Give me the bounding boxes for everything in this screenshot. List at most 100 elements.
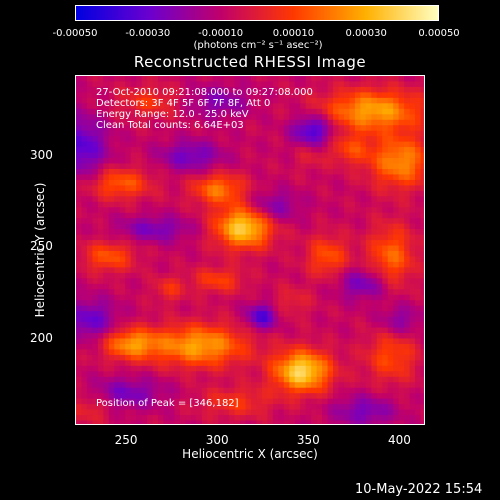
- heatmap-cell: [251, 245, 258, 252]
- heatmap-cell: [256, 272, 263, 279]
- heatmap-cell: [294, 218, 301, 225]
- heatmap-cell: [163, 168, 170, 176]
- heatmap-cell: [218, 97, 225, 104]
- heatmap-cell: [130, 371, 137, 378]
- heatmap-cell: [251, 136, 258, 143]
- heatmap-cell: [207, 201, 214, 208]
- heatmap-cell: [300, 92, 307, 99]
- heatmap-cell: [415, 218, 422, 225]
- heatmap-cell: [311, 179, 318, 186]
- heatmap-cell: [294, 365, 301, 372]
- heatmap-cell: [256, 81, 263, 88]
- heatmap-cell: [333, 212, 340, 219]
- heatmap-cell: [218, 108, 225, 115]
- heatmap-cell: [300, 218, 307, 225]
- heatmap-cell: [387, 136, 394, 143]
- heatmap-cell: [86, 294, 94, 301]
- heatmap-cell: [207, 327, 214, 334]
- heatmap-cell: [108, 174, 115, 181]
- heatmap-cell: [97, 387, 104, 394]
- heatmap-cell: [322, 119, 329, 126]
- heatmap-cell: [97, 229, 104, 236]
- heatmap-cell: [158, 420, 165, 424]
- heatmap-cell: [354, 415, 361, 422]
- heatmap-cell: [119, 190, 126, 197]
- heatmap-cell: [322, 103, 329, 110]
- heatmap-cell: [190, 114, 197, 121]
- heatmap-cell: [97, 272, 104, 279]
- heatmap-cell: [81, 360, 88, 367]
- heatmap-cell: [81, 92, 88, 99]
- heatmap-cell: [278, 125, 285, 132]
- heatmap-cell: [190, 81, 197, 88]
- heatmap-cell: [311, 103, 318, 110]
- heatmap-cell: [245, 81, 252, 88]
- heatmap-cell: [409, 404, 416, 411]
- heatmap-cell: [283, 300, 290, 307]
- heatmap-cell: [163, 267, 170, 274]
- heatmap-cell: [103, 190, 110, 197]
- heatmap-cell: [267, 81, 274, 88]
- heatmap-cell: [261, 152, 269, 159]
- heatmap-cell: [272, 125, 279, 132]
- heatmap-cell: [322, 190, 329, 197]
- heatmap-cell: [218, 240, 225, 247]
- heatmap-cell: [382, 322, 389, 329]
- heatmap-cell: [136, 108, 143, 115]
- heatmap-cell: [152, 387, 159, 394]
- heatmap-cell: [322, 174, 329, 181]
- heatmap-cell: [185, 245, 192, 252]
- heatmap-cell: [76, 86, 83, 94]
- heatmap-cell: [190, 256, 197, 263]
- heatmap-cell: [212, 343, 219, 351]
- heatmap-cell: [218, 136, 225, 143]
- heatmap-cell: [190, 103, 197, 110]
- heatmap-cell: [360, 283, 367, 290]
- heatmap-cell: [229, 294, 236, 301]
- heatmap-cell: [387, 311, 394, 318]
- heatmap-cell: [376, 76, 383, 83]
- heatmap-cell: [305, 267, 312, 274]
- heatmap-cell: [415, 130, 422, 137]
- heatmap-cell: [371, 283, 378, 290]
- heatmap-cell: [415, 300, 422, 307]
- heatmap-cell: [354, 201, 361, 208]
- heatmap-cell: [404, 201, 411, 208]
- heatmap-cell: [305, 415, 312, 422]
- heatmap-cell: [201, 174, 208, 181]
- heatmap-cell: [92, 190, 99, 197]
- heatmap-cell: [415, 212, 422, 219]
- heatmap-cell: [283, 272, 290, 279]
- heatmap-cell: [415, 382, 422, 389]
- heatmap-cell: [415, 136, 422, 143]
- heatmap-cell: [365, 207, 372, 214]
- heatmap-cell: [168, 382, 176, 389]
- heatmap-cell: [387, 251, 394, 258]
- heatmap-cell: [393, 223, 400, 230]
- heatmap-cell: [158, 212, 165, 219]
- heatmap-cell: [415, 398, 422, 405]
- heatmap-cell: [97, 163, 104, 170]
- heatmap-cell: [382, 354, 389, 361]
- heatmap-cell: [97, 125, 104, 132]
- heatmap-cell: [185, 415, 192, 422]
- heatmap-cell: [305, 387, 312, 394]
- heatmap-cell: [338, 179, 345, 186]
- heatmap-cell: [371, 338, 378, 345]
- heatmap-cell: [207, 147, 214, 154]
- heatmap-cell: [76, 393, 83, 400]
- heatmap-cell: [218, 234, 225, 241]
- heatmap-cell: [114, 125, 121, 132]
- heatmap-cell: [81, 201, 88, 208]
- heatmap-cell: [393, 136, 400, 143]
- heatmap-cell: [300, 108, 307, 115]
- heatmap-cell: [240, 234, 247, 241]
- heatmap-cell: [103, 212, 110, 219]
- heatmap-cell: [376, 207, 383, 214]
- heatmap-cell: [409, 76, 416, 83]
- heatmap-cell: [234, 163, 241, 170]
- heatmap-cell: [174, 240, 181, 247]
- heatmap-cell: [234, 229, 241, 236]
- heatmap-cell: [86, 114, 94, 121]
- heatmap-cell: [119, 360, 126, 367]
